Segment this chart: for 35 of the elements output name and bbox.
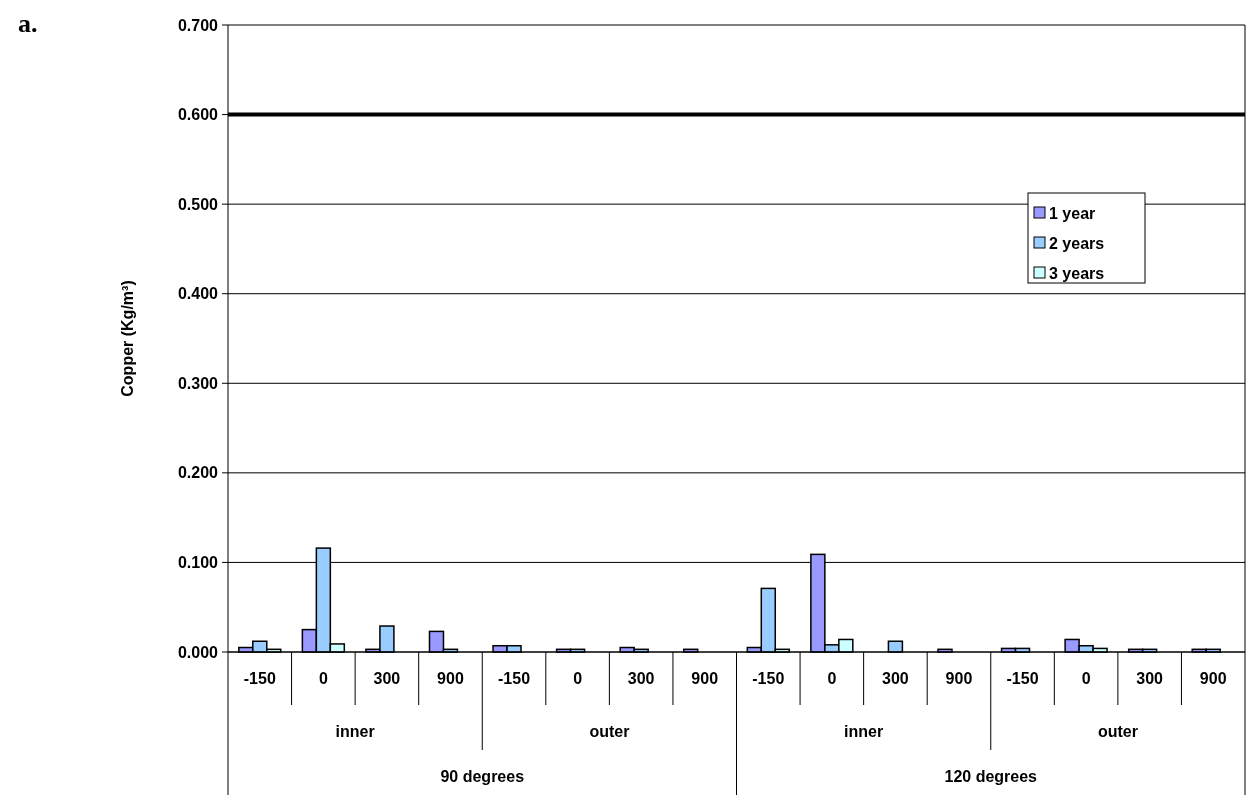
x-tick-label: 900 (437, 670, 464, 687)
x-tick-label: 900 (1199, 670, 1227, 687)
x-tick-label: 900 (691, 670, 719, 687)
x-tick-label: 0 (573, 670, 583, 687)
legend-label: 1 year (1049, 204, 1096, 222)
y-tick-label: 0.500 (177, 195, 219, 213)
x-tick-label: 300 (627, 670, 655, 687)
x-tick-label: -150 (498, 670, 531, 687)
x-tick-label: 300 (373, 670, 401, 687)
y-tick-label: 0.600 (177, 106, 219, 124)
x-tick-label: 300 (882, 670, 909, 687)
x-tick-label: -150 (243, 670, 276, 687)
text: 120 degrees (944, 768, 1038, 785)
y-tick-label: 0.200 (177, 464, 219, 482)
text: outer (1097, 723, 1138, 740)
y-tick-label: 0.400 (177, 285, 219, 303)
text: inner (335, 723, 375, 740)
text: inner (844, 723, 884, 740)
x-tick-label: 0 (318, 670, 328, 687)
legend-label: 2 years (1049, 234, 1105, 252)
x-tick-label: 0 (827, 670, 837, 687)
x-tick-label: 0 (1081, 670, 1091, 687)
y-axis-title: Copper (Kg/m³) (119, 280, 136, 397)
text: 90 degrees (440, 768, 525, 785)
x-tick-label: 300 (1136, 670, 1164, 687)
x-tick-label: 900 (945, 670, 973, 687)
y-tick-label: 0.300 (177, 374, 219, 392)
text: a. (18, 9, 38, 38)
y-tick-label: 0.100 (177, 554, 219, 572)
legend-label: 3 years (1049, 264, 1105, 282)
text: outer (589, 723, 630, 740)
x-tick-label: -150 (1006, 670, 1039, 687)
x-tick-label: -150 (752, 670, 785, 687)
y-tick-label: 0.700 (177, 16, 219, 34)
y-tick-label: 0.000 (177, 643, 219, 661)
